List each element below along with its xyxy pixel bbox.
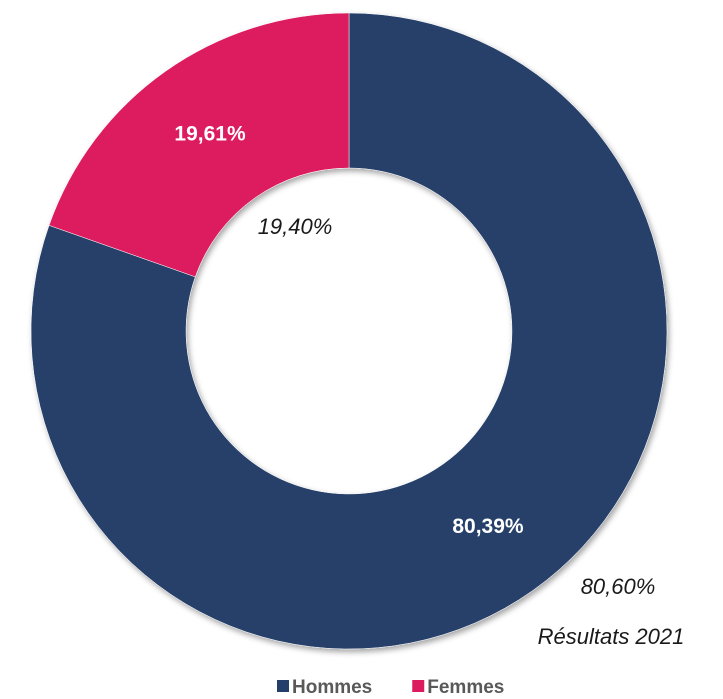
slice [48, 12, 350, 278]
data-label: 19,61% [174, 122, 246, 145]
annotation: 80,60% [581, 574, 656, 599]
annotation: Résultats 2021 [538, 624, 685, 649]
legend-label: Hommes [292, 677, 372, 698]
legend-swatch [412, 680, 425, 692]
slice [30, 12, 668, 650]
annotation: 19,40% [258, 214, 333, 239]
legend-swatch [277, 680, 289, 692]
donut [30, 12, 668, 650]
data-label: 80,39% [452, 515, 524, 538]
legend-label: Femmes [427, 677, 504, 698]
